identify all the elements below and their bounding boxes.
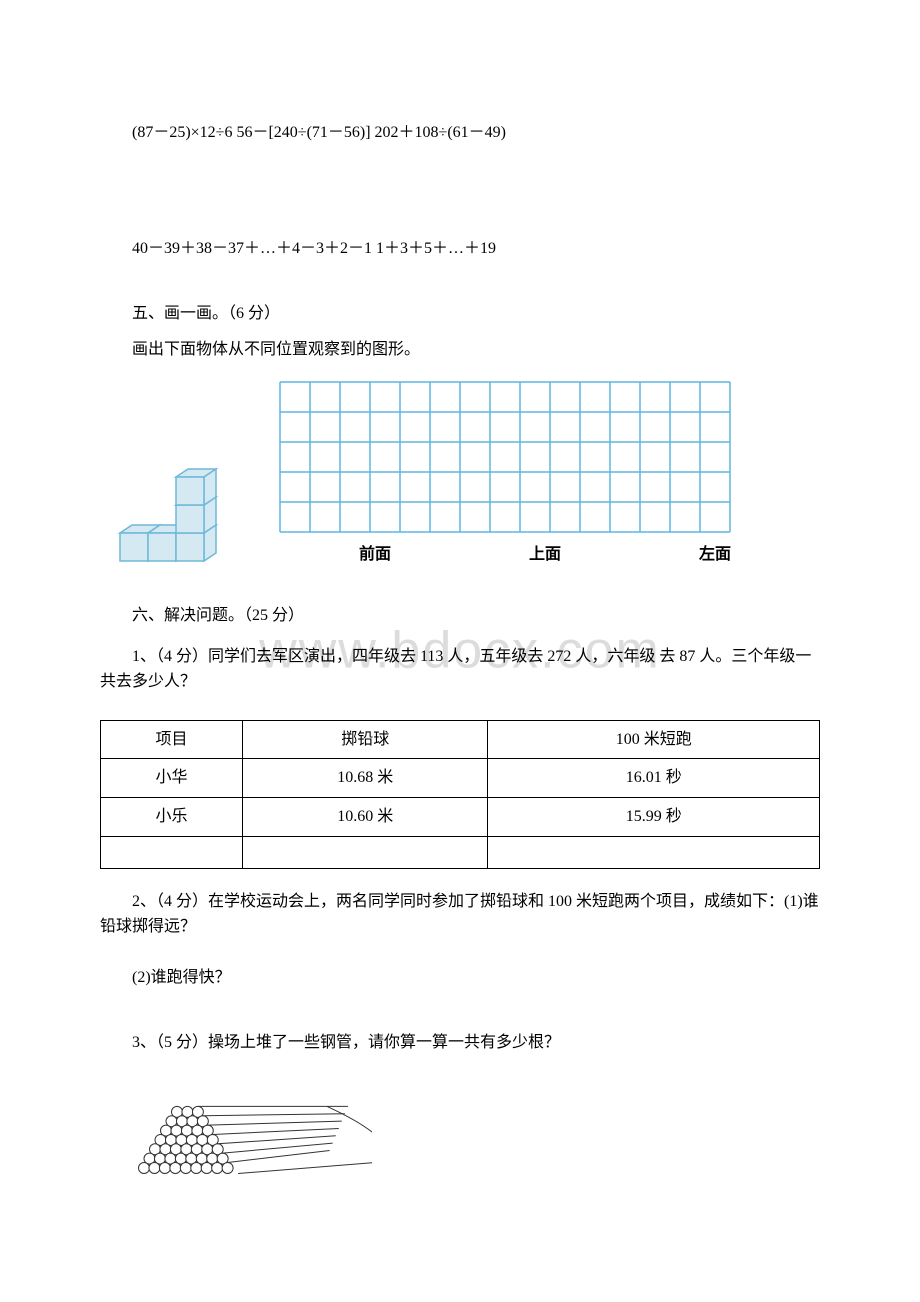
th-shot: 掷铅球 [243,720,488,759]
label-front: 前面 [359,542,391,568]
page-content: (87－25)×12÷6 56－[240÷(71－56)] 202＋108÷(6… [100,120,820,1185]
section5-title: 五、画一画。（6 分） [100,301,820,327]
pipes-figure [132,1076,372,1176]
section5-instruction: 画出下面物体从不同位置观察到的图形。 [100,337,820,363]
table-row: 小华 10.68 米 16.01 秒 [101,759,820,798]
th-item: 项目 [101,720,243,759]
label-top: 上面 [529,542,561,568]
view-labels: 前面 上面 左面 [270,542,820,568]
q2-sub: (2)谁跑得快？ [100,965,820,991]
table-row [101,836,820,868]
section6-title: 六、解决问题。（25 分） [100,603,820,629]
th-run: 100 米短跑 [488,720,820,759]
q2: 2、（4 分）在学校运动会上，两名同学同时参加了掷铅球和 100 米短跑两个项目… [100,889,820,940]
views-container: 前面 上面 左面 [100,377,820,568]
expression-line-1: (87－25)×12÷6 56－[240÷(71－56)] 202＋108÷(6… [100,120,820,146]
table-row: 小乐 10.60 米 15.99 秒 [101,797,820,836]
table-row: 项目 掷铅球 100 米短跑 [101,720,820,759]
answer-grid [270,377,770,537]
cube-figure [100,438,250,568]
expression-line-2: 40－39＋38－37＋…＋4－3＋2－1 1＋3＋5＋…＋19 [100,236,820,262]
score-table: 项目 掷铅球 100 米短跑 小华 10.68 米 16.01 秒 小乐 10.… [100,720,820,869]
q1: 1、（4 分）同学们去军区演出，四年级去 113 人，五年级去 272 人，六年… [100,644,820,695]
label-left: 左面 [699,542,731,568]
grid-views: 前面 上面 左面 [270,377,820,568]
q3: 3、（5 分）操场上堆了一些钢管，请你算一算一共有多少根？ [100,1030,820,1056]
